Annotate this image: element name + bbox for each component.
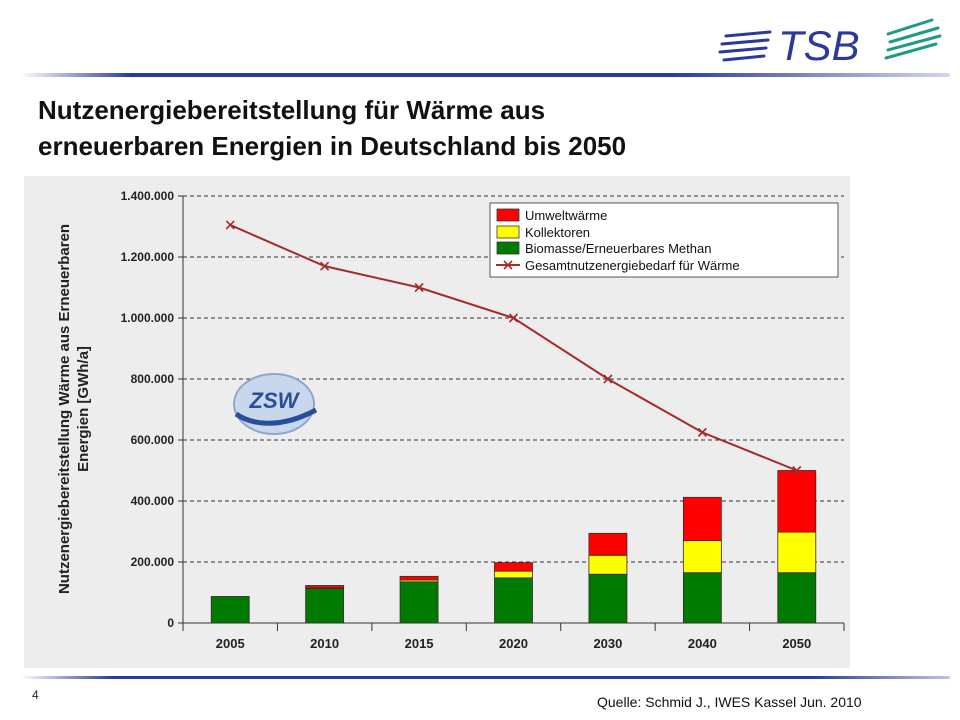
y-tick-label: 1.400.000 — [121, 189, 175, 203]
x-tick-label: 2020 — [499, 636, 528, 651]
bar-umweltwaerme-2015 — [399, 575, 439, 581]
y-tick-label: 600.000 — [131, 433, 175, 447]
logo-speed-lines-left — [718, 30, 772, 62]
x-tick-label: 2050 — [782, 636, 811, 651]
x-tick-label: 2015 — [405, 636, 434, 651]
zsw-logo-text: ZSW — [249, 388, 301, 413]
bar-biomasse-2015 — [399, 581, 439, 624]
zsw-logo-wave — [234, 407, 318, 426]
bar-kollektoren-2040 — [682, 540, 722, 574]
bar-biomasse-2020 — [494, 577, 533, 624]
y-axis-label-line-2: Energien [GWh/a] — [75, 346, 92, 472]
y-tick-label: 800.000 — [131, 372, 175, 386]
y-tick-label: 0 — [167, 616, 174, 630]
y-axis-label-line-1: Nutzenergiebereitstellung Wärme aus Erne… — [56, 224, 73, 594]
page-title-line-2: erneuerbaren Energien in Deutschland bis… — [38, 131, 627, 161]
line-marker — [508, 313, 519, 323]
bar-biomasse-2010 — [305, 588, 345, 624]
logo-speed-lines-right — [884, 18, 942, 60]
footer-divider — [20, 676, 950, 679]
tsb-logo: TSB — [718, 14, 948, 74]
line-marker — [320, 261, 330, 271]
x-tick-label: 2030 — [593, 636, 622, 651]
y-tick-label: 400.000 — [131, 494, 175, 508]
bar-biomasse-2050 — [777, 572, 817, 624]
bar-biomasse-2030 — [588, 573, 628, 624]
page-title-line-1: Nutzenergiebereitstellung für Wärme aus — [38, 95, 546, 125]
chart-panel: 0 200.000 400.000 600.000 800.000 1.000.000 1.… — [24, 176, 850, 668]
line-marker — [414, 282, 424, 293]
y-tick-label: 200.000 — [131, 555, 175, 569]
line-marker — [697, 427, 707, 437]
bar-kollektoren-2050 — [777, 531, 817, 574]
x-tick-label: 2010 — [310, 636, 339, 651]
line-marker — [603, 374, 613, 384]
stacked-bar-chart: 0 200.000 400.000 600.000 800.000 1.000.000 1.… — [56, 189, 845, 651]
logo-text: TSB — [778, 22, 860, 69]
legend-swatch-umweltwaerme — [496, 208, 520, 222]
line-marker — [792, 465, 802, 476]
page-title: Nutzenergiebereitstellung für Wärme aus … — [38, 92, 918, 164]
zsw-logo: ZSW — [233, 373, 318, 435]
bar-kollektoren-2020 — [494, 570, 533, 579]
y-tick-labels: 0 200.000 400.000 600.000 800.000 1.000.000 1.… — [121, 189, 183, 630]
line-marker — [225, 220, 235, 230]
header-divider — [20, 73, 950, 77]
legend-label-gesamt: Gesamtnutzenergiebedarf für Wärme — [525, 258, 740, 273]
legend-label-umweltwaerme: Umweltwärme — [525, 208, 607, 223]
line-series — [225, 220, 802, 476]
bar-biomasse-2040 — [682, 572, 722, 624]
x-tick-labels: 2005 2010 2015 2020 2030 2040 2050 — [182, 623, 845, 651]
legend-swatch-gesamt-marker — [503, 260, 513, 270]
source-citation: Quelle: Schmid J., IWES Kassel Jun. 2010 — [597, 694, 862, 710]
page-number: 4 — [32, 688, 39, 702]
legend-label-kollektoren: Kollektoren — [525, 225, 590, 240]
legend: Umweltwärme Kollektoren Biomasse/Erneuer… — [489, 202, 839, 278]
bar-umweltwaerme-2010 — [305, 585, 345, 589]
x-tick-label: 2040 — [688, 636, 717, 651]
bar-kollektoren-2030 — [588, 554, 628, 575]
legend-swatch-biomasse — [496, 241, 520, 255]
bars — [210, 470, 817, 624]
y-tick-label: 1.000.000 — [121, 311, 175, 325]
bar-umweltwaerme-2050 — [777, 470, 817, 533]
bar-umweltwaerme-2030 — [588, 532, 628, 556]
tsb-logo-graphic: TSB — [718, 18, 942, 69]
bar-biomasse-2005 — [210, 596, 250, 624]
x-tick-label: 2005 — [216, 636, 245, 651]
y-tick-label: 1.200.000 — [121, 250, 175, 264]
bar-umweltwaerme-2020 — [494, 562, 533, 572]
legend-swatch-kollektoren — [496, 225, 520, 239]
bar-umweltwaerme-2040 — [682, 496, 722, 542]
legend-label-biomasse: Biomasse/Erneuerbares Methan — [525, 241, 711, 256]
legend-box — [489, 202, 839, 278]
